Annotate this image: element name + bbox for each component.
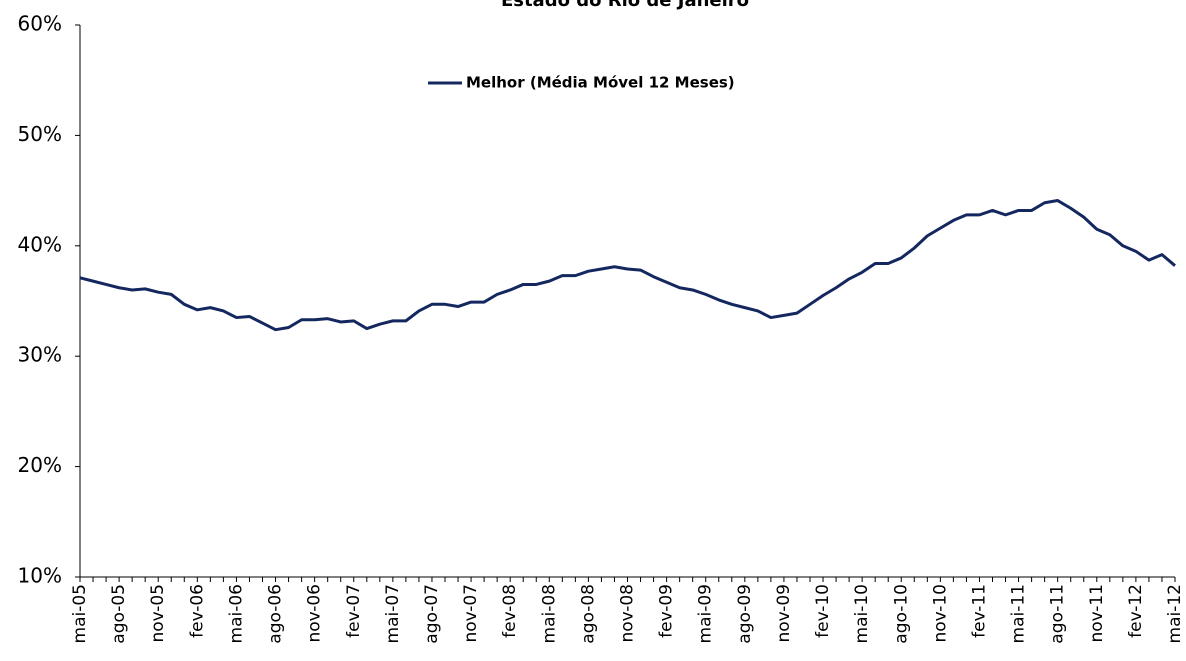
x-tick-label: ago-08 <box>578 584 598 644</box>
x-tick-label: fev-08 <box>500 584 520 638</box>
x-tick-label: ago-07 <box>422 584 442 644</box>
x-tick-label: nov-09 <box>774 584 794 643</box>
y-tick-label: 50% <box>18 122 62 146</box>
x-tick-label: mai-06 <box>226 584 246 643</box>
y-tick-label: 60% <box>18 12 62 36</box>
x-tick-label: ago-09 <box>735 584 755 644</box>
x-tick-label: mai-08 <box>539 584 559 643</box>
x-tick-label: nov-06 <box>305 584 325 643</box>
x-tick-label: mai-10 <box>852 584 872 643</box>
y-tick-label: 30% <box>18 343 62 367</box>
x-tick-label: ago-05 <box>109 584 129 644</box>
x-tick-label: mai-07 <box>383 584 403 643</box>
x-tick-label: nov-05 <box>148 584 168 643</box>
x-tick-label: nov-11 <box>1087 584 1107 643</box>
x-tick-label: mai-09 <box>696 584 716 643</box>
x-tick-label: mai-12 <box>1165 584 1185 643</box>
y-tick-label: 10% <box>18 564 62 588</box>
legend-label: Melhor (Média Móvel 12 Meses) <box>466 74 735 92</box>
x-tick-label: nov-08 <box>618 584 638 643</box>
y-tick-label: 20% <box>18 453 62 477</box>
x-tick-label: nov-10 <box>930 584 950 643</box>
x-tick-label: fev-07 <box>344 584 364 638</box>
x-tick-label: nov-07 <box>461 584 481 643</box>
x-tick-label: mai-11 <box>1009 584 1029 643</box>
x-tick-label: mai-05 <box>70 584 90 643</box>
x-tick-label: ago-06 <box>266 584 286 644</box>
chart-title: Estado do Rio de Janeiro <box>501 0 749 11</box>
x-tick-label: fev-11 <box>969 584 989 638</box>
y-tick-label: 40% <box>18 232 62 256</box>
line-series <box>79 199 1176 332</box>
x-tick-label: fev-12 <box>1126 584 1146 638</box>
x-tick-label: fev-09 <box>657 584 677 638</box>
x-tick-label: ago-11 <box>1048 584 1068 644</box>
x-tick-label: ago-10 <box>891 584 911 644</box>
x-tick-label: fev-06 <box>187 584 207 638</box>
x-tick-label: fev-10 <box>813 584 833 638</box>
